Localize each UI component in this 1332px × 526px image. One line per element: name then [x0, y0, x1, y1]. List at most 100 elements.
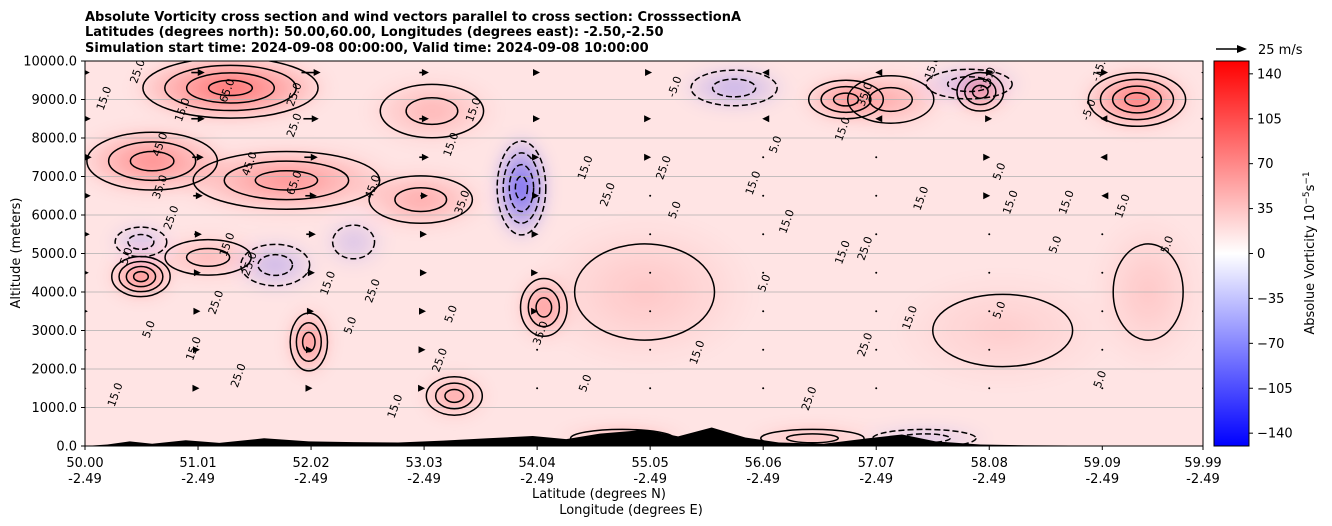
wind-vector-head	[193, 307, 201, 315]
contour-label: 5.0	[140, 319, 158, 340]
wind-vector	[762, 115, 770, 123]
wind-vector-head	[85, 153, 92, 161]
wind-vector	[533, 115, 541, 123]
wind-vector	[1101, 233, 1104, 236]
quiver-key: 25 m/s	[1216, 43, 1303, 58]
wind-vector	[536, 348, 539, 351]
x-tick-label-lon: -2.49	[1186, 472, 1220, 487]
wind-vector	[192, 346, 200, 354]
wind-vector-head	[192, 384, 200, 392]
y-tick-label: 10000.0	[23, 55, 77, 70]
wind-vector	[85, 115, 91, 122]
wind-vector	[193, 269, 201, 277]
wind-vector-head	[308, 230, 316, 238]
wind-vector-head	[1200, 117, 1203, 121]
contour-line	[946, 75, 992, 93]
contour-line	[871, 428, 977, 446]
wind-vector	[306, 230, 316, 238]
wind-vector	[85, 70, 90, 75]
wind-vector-head	[1101, 192, 1109, 200]
contour-line	[807, 79, 885, 120]
wind-vector-head	[194, 230, 202, 238]
vorticity-patch	[952, 68, 1009, 115]
y-tick-label: 5000.0	[32, 247, 78, 262]
contour-line	[832, 92, 860, 107]
wind-vector-head	[875, 115, 883, 123]
wind-vector-head	[533, 69, 541, 77]
wind-vector	[649, 310, 652, 313]
wind-vector	[875, 233, 878, 236]
wind-vector-head	[986, 69, 994, 77]
wind-vector	[1101, 348, 1104, 351]
contour-line	[785, 433, 840, 444]
wind-vector	[307, 269, 315, 277]
contour-line	[295, 322, 323, 363]
vorticity-patch	[129, 61, 332, 123]
contour-line	[118, 260, 164, 293]
contour-line	[820, 85, 872, 114]
wind-vector	[988, 233, 991, 236]
wind-vector	[762, 156, 765, 159]
wind-vector	[192, 153, 204, 161]
x-tick-label-lon: -2.49	[859, 472, 893, 487]
wind-vector	[418, 346, 426, 354]
wind-vector	[762, 310, 765, 313]
wind-vector	[983, 153, 991, 161]
y-tick-label: 6000.0	[32, 209, 78, 224]
contour-line	[164, 238, 252, 276]
wind-vector-head	[985, 115, 993, 123]
wind-vector	[194, 230, 202, 238]
colorbar-tick-label: −35	[1257, 292, 1284, 307]
y-axis-ticks: 0.0 1000.0 2000.0 3000.0 4000.0 5000.0 6000.0 7…	[23, 55, 85, 455]
contour-lines	[86, 61, 1187, 446]
wind-vector-head	[532, 192, 540, 200]
wind-vector	[649, 233, 652, 236]
y-tick-label: 2000.0	[32, 363, 78, 378]
colorbar-tick-label: 35	[1257, 202, 1274, 217]
y-axis-label: Altitude (meters)	[9, 198, 24, 309]
vorticity-patch	[678, 64, 791, 112]
y-tick-label: 0.0	[56, 440, 77, 455]
contour-label: 5.0	[117, 246, 135, 267]
wind-vector-head	[197, 115, 205, 123]
vorticity-patch	[174, 145, 399, 216]
contour-line	[760, 428, 865, 446]
colorbar-tick-label: 140	[1257, 67, 1282, 82]
wind-vector-head	[85, 115, 91, 122]
contour-label: 5.0	[990, 300, 1008, 321]
wind-vector	[985, 115, 993, 123]
wind-vector-head	[420, 192, 428, 200]
wind-vector-head	[310, 153, 318, 161]
x-tick-label-lon: -2.49	[294, 472, 328, 487]
contour-line	[925, 68, 1013, 100]
contour-label: 5.0	[1091, 369, 1109, 390]
wind-vector	[875, 115, 883, 123]
contour-line	[502, 152, 541, 224]
colorbar-label-text: Absolue Vorticity 10	[1303, 205, 1318, 335]
chart-title-line-3: Simulation start time: 2024-09-08 00:00:…	[85, 41, 649, 56]
vorticity-patch	[364, 76, 500, 146]
contour-line	[240, 243, 311, 287]
contour-line	[1112, 243, 1184, 341]
contour-line	[434, 382, 474, 410]
contour-line	[519, 277, 568, 338]
wind-vector	[988, 348, 991, 351]
wind-vector	[419, 307, 427, 315]
contour-labels: 25.065.0 25.015.0 15.025.045.045.065.035.0…	[94, 61, 1177, 420]
contour-line	[368, 175, 474, 225]
wind-vector	[193, 192, 203, 200]
wind-vector-head	[1100, 115, 1108, 123]
contour-line	[964, 78, 997, 106]
contour-line	[125, 265, 157, 288]
wind-vector	[875, 348, 878, 351]
horizontal-gridlines	[85, 99, 1203, 408]
x-tick-label-lat: 57.07	[858, 456, 895, 471]
wind-vector-head	[419, 269, 427, 277]
contour-line	[257, 253, 294, 277]
contour-line	[931, 293, 1074, 368]
wind-vector-head	[762, 115, 770, 123]
wind-vector-head	[419, 230, 427, 238]
contour-line	[846, 75, 935, 124]
wind-vector-head	[645, 69, 653, 77]
wind-vector	[532, 153, 540, 161]
